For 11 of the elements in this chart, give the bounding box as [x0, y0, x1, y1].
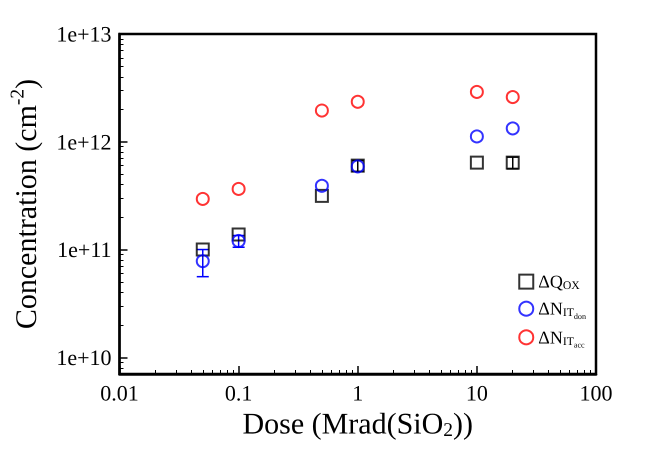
y-tick-label: 1e+13 [56, 22, 112, 46]
x-tick-label: 10 [466, 380, 488, 406]
y-tick-label: 1e+10 [56, 344, 112, 370]
y-tick-label: 1e+12 [56, 129, 112, 154]
x-tick-label: 100 [580, 380, 612, 406]
x-tick-label: 0.01 [100, 380, 139, 406]
y-axis-title: Concentration (cm-2) [8, 78, 43, 330]
y-tick-label: 1e+11 [57, 237, 112, 262]
x-axis-title: Dose (Mrad(SiO2)) [242, 407, 474, 442]
x-tick-label: 0.1 [224, 380, 252, 406]
x-tick-label: 1 [352, 380, 364, 406]
